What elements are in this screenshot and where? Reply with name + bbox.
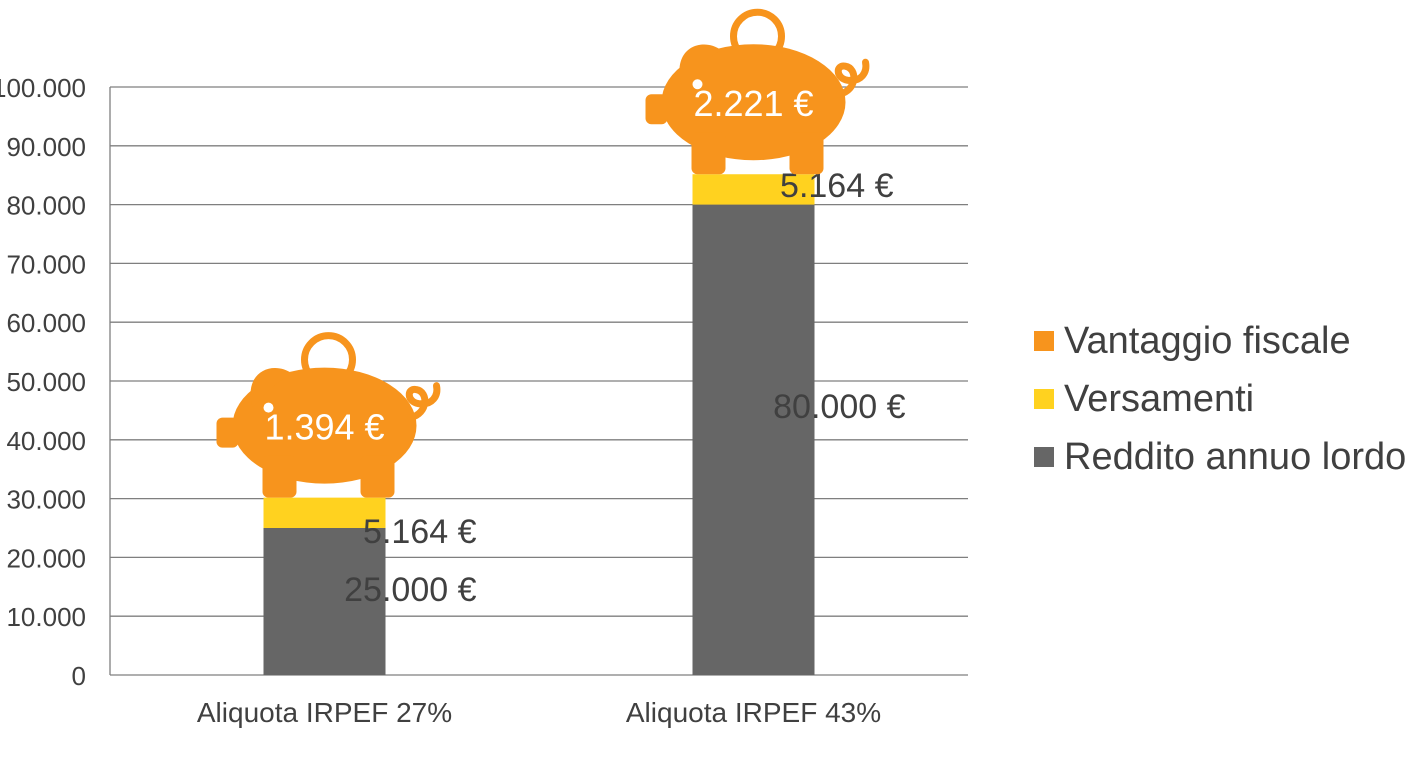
piggy-snout bbox=[216, 417, 239, 448]
x-category-label: Aliquota IRPEF 27% bbox=[197, 697, 452, 728]
legend-label: Vantaggio fiscale bbox=[1064, 319, 1351, 362]
y-tick-label: 20.000 bbox=[6, 543, 86, 573]
legend-item-vantaggio-fiscale: Vantaggio fiscale bbox=[1034, 312, 1406, 370]
legend-item-versamenti: Versamenti bbox=[1034, 370, 1406, 428]
piggy-leg-back bbox=[789, 132, 824, 175]
vantaggio-fiscale-label: 1.394 € bbox=[264, 407, 384, 448]
legend-swatch-versamenti bbox=[1034, 389, 1054, 409]
data-label-reddito: 25.000 € bbox=[344, 571, 476, 609]
piggy-bank-icon: 2.221 € bbox=[645, 8, 870, 175]
legend-swatch-vantaggio-fiscale bbox=[1034, 331, 1054, 351]
piggy-leg-front bbox=[262, 455, 297, 498]
piggy-ear bbox=[679, 44, 722, 85]
piggy-leg-front bbox=[691, 132, 726, 175]
piggy-tail bbox=[405, 382, 441, 422]
y-tick-label: 30.000 bbox=[6, 485, 86, 515]
data-label-reddito: 80.000 € bbox=[773, 388, 905, 426]
piggy-body bbox=[232, 367, 417, 484]
piggy-eye bbox=[692, 79, 703, 90]
y-tick-label: 80.000 bbox=[6, 191, 86, 221]
x-category-label: Aliquota IRPEF 43% bbox=[626, 697, 881, 728]
y-tick-label: 10.000 bbox=[6, 602, 86, 632]
piggy-bank-icon: 1.394 € bbox=[216, 332, 441, 498]
data-label-versamenti: 5.164 € bbox=[363, 513, 477, 551]
piggy-ear bbox=[250, 367, 293, 408]
legend-label: Reddito annuo lordo bbox=[1064, 435, 1407, 478]
piggy-body bbox=[661, 44, 846, 161]
bar-reddito-annuo-lordo bbox=[692, 204, 815, 675]
vantaggio-fiscale-label: 2.221 € bbox=[693, 83, 813, 124]
y-tick-label: 100.000 bbox=[0, 73, 86, 103]
y-tick-label: 50.000 bbox=[6, 367, 86, 397]
y-tick-label: 0 bbox=[72, 661, 86, 691]
y-tick-label: 70.000 bbox=[6, 249, 86, 279]
legend-item-reddito-annuo-lordo: Reddito annuo lordo bbox=[1034, 428, 1406, 486]
piggy-eye bbox=[263, 402, 274, 413]
legend-label: Versamenti bbox=[1064, 377, 1255, 420]
legend-swatch-reddito-annuo-lordo bbox=[1034, 447, 1054, 467]
bar-versamenti bbox=[263, 497, 386, 528]
piggy-leg-back bbox=[360, 455, 395, 498]
y-tick-label: 60.000 bbox=[6, 308, 86, 338]
piggy-tail bbox=[834, 58, 870, 98]
y-tick-label: 90.000 bbox=[6, 132, 86, 162]
bar-reddito-annuo-lordo bbox=[263, 528, 386, 675]
piggy-snout bbox=[645, 94, 668, 125]
bar-versamenti bbox=[692, 174, 815, 205]
legend: Vantaggio fiscale Versamenti Reddito ann… bbox=[1034, 312, 1406, 486]
y-tick-label: 40.000 bbox=[6, 426, 86, 456]
